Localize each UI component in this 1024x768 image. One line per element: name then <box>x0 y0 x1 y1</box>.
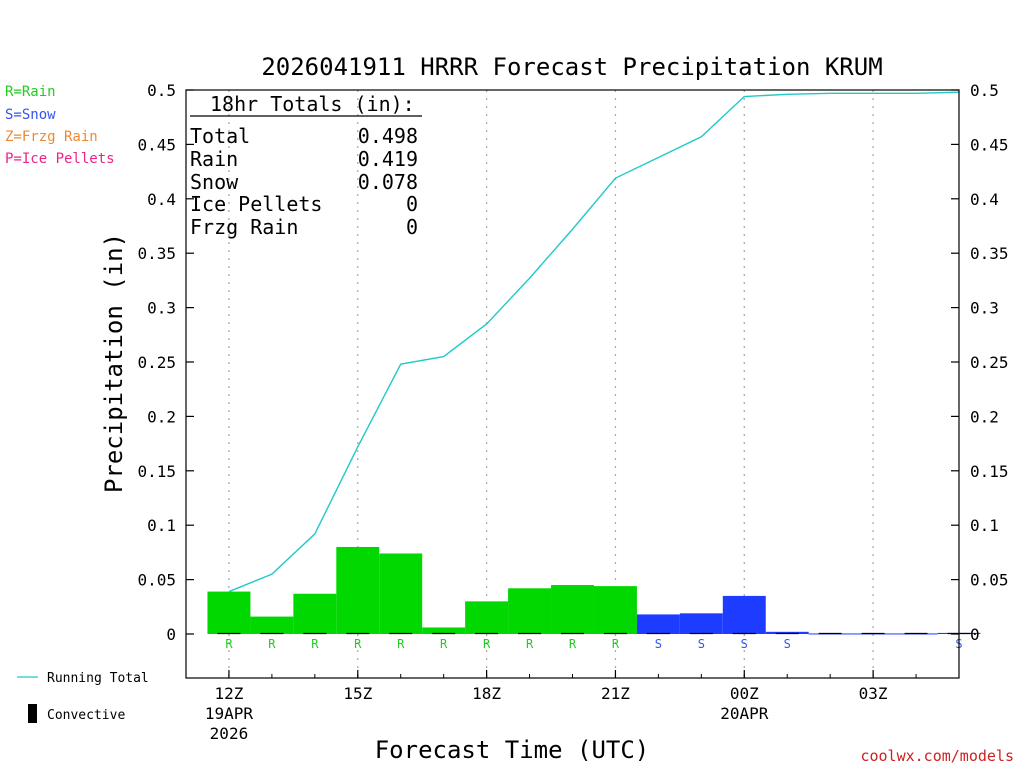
precip-type-letter: R <box>569 637 577 651</box>
y-tick-label-left: 0.1 <box>147 516 176 535</box>
convective-legend-label: Convective <box>47 708 125 723</box>
precip-type-letter: R <box>612 637 620 651</box>
x-tick-label: 15Z <box>343 684 372 703</box>
x-tick-label: 21Z <box>601 684 630 703</box>
totals-label-total: Total <box>190 124 250 148</box>
precip-bar <box>508 588 552 634</box>
precip-type-letter: R <box>311 637 319 651</box>
y-tick-label-right: 0.15 <box>970 462 1009 481</box>
totals-box: 18hr Totals (in): Total 0.498 Rain 0.419… <box>190 92 422 239</box>
ptype-key-frzg-rain: Z=Frzg Rain <box>5 129 98 145</box>
precip-bar <box>250 616 294 634</box>
ptype-key-ice-pellets: P=Ice Pellets <box>5 151 115 167</box>
precip-bar <box>551 585 594 634</box>
y-tick-label-right: 0.2 <box>970 407 999 426</box>
y-tick-label-left: 0.25 <box>137 353 176 372</box>
precip-bar <box>465 601 509 634</box>
y-tick-label-left: 0.4 <box>147 190 176 209</box>
precip-type-letter: R <box>526 637 534 651</box>
y-tick-label-right: 0.45 <box>970 135 1009 154</box>
precip-bar <box>207 591 251 634</box>
chart-title: 2026041911 HRRR Forecast Precipitation K… <box>261 53 882 81</box>
totals-label-ice-pellets: Ice Pellets <box>190 192 322 216</box>
y-axis-right: 0 0.05 0.1 0.15 0.2 0.25 0.3 0.35 0.4 0.45 0.5 <box>951 81 1009 644</box>
precip-bar <box>679 613 723 634</box>
running-total-series <box>228 91 960 593</box>
totals-value-total: 0.498 <box>358 124 418 148</box>
y-tick-label-left: 0.35 <box>137 244 176 263</box>
x-axis-title: Forecast Time (UTC) <box>375 736 650 764</box>
running-total-legend-label: Running Total <box>47 671 149 686</box>
y-axis-title: Precipitation (in) <box>100 233 128 493</box>
hourly-bars <box>207 546 981 635</box>
precip-bar <box>722 595 766 634</box>
y-tick-label-right: 0 <box>970 625 980 644</box>
x-tick-label: 19APR <box>205 704 254 723</box>
totals-value-frzg-rain: 0 <box>406 215 418 239</box>
convective-legend-swatch <box>28 704 37 723</box>
totals-value-ice-pellets: 0 <box>406 192 418 216</box>
totals-label-rain: Rain <box>190 147 238 171</box>
x-tick-label: 12Z <box>214 684 243 703</box>
y-tick-label-left: 0 <box>166 625 176 644</box>
totals-value-rain: 0.419 <box>358 147 418 171</box>
y-tick-label-right: 0.4 <box>970 190 999 209</box>
y-axis-left: 0 0.05 0.1 0.15 0.2 0.25 0.3 0.35 0.4 0.45 0.5 <box>137 81 194 644</box>
y-tick-label-right: 0.5 <box>970 81 999 100</box>
ptype-key: R=Rain S=Snow Z=Frzg Rain P=Ice Pellets <box>5 84 115 167</box>
precip-bar <box>636 614 680 634</box>
totals-value-snow: 0.078 <box>358 170 418 194</box>
y-tick-label-left: 0.2 <box>147 407 176 426</box>
precip-bar <box>293 593 337 634</box>
y-tick-label-left: 0.5 <box>147 81 176 100</box>
x-tick-label: 2026 <box>210 724 249 743</box>
precip-type-letter: S <box>698 637 705 651</box>
precip-type-letter: S <box>741 637 748 651</box>
totals-header: 18hr Totals (in): <box>210 92 415 116</box>
precip-type-letter: S <box>784 637 791 651</box>
running-total-line <box>228 91 960 593</box>
x-tick-label: 18Z <box>472 684 501 703</box>
totals-label-snow: Snow <box>190 170 239 194</box>
y-tick-label-right: 0.25 <box>970 353 1009 372</box>
x-tick-label: 03Z <box>859 684 888 703</box>
precip-type-letter: R <box>225 637 233 651</box>
precip-type-letter: R <box>268 637 276 651</box>
y-tick-label-left: 0.05 <box>137 571 176 590</box>
precip-type-letter: R <box>397 637 405 651</box>
totals-label-frzg-rain: Frzg Rain <box>190 215 298 239</box>
y-tick-label-right: 0.3 <box>970 299 999 318</box>
series-legend: Running Total Convective <box>17 671 149 723</box>
y-tick-label-right: 0.1 <box>970 516 999 535</box>
ptype-key-rain: R=Rain <box>5 84 56 100</box>
credit-text: coolwx.com/models <box>860 747 1014 765</box>
ptype-key-snow: S=Snow <box>5 107 56 123</box>
precip-type-letter: R <box>354 637 362 651</box>
precip-bar <box>593 586 637 634</box>
x-tick-label: 00Z <box>730 684 759 703</box>
precip-bar <box>379 553 423 634</box>
precip-bar <box>422 627 466 634</box>
precip-bar <box>336 546 380 634</box>
precip-type-letter: S <box>655 637 662 651</box>
precip-type-letter: R <box>440 637 448 651</box>
x-tick-label: 20APR <box>720 704 769 723</box>
y-tick-label-right: 0.35 <box>970 244 1009 263</box>
y-tick-label-right: 0.05 <box>970 571 1009 590</box>
precip-type-letter: R <box>483 637 491 651</box>
y-tick-label-left: 0.3 <box>147 299 176 318</box>
y-tick-label-left: 0.45 <box>137 135 176 154</box>
y-tick-label-left: 0.15 <box>137 462 176 481</box>
